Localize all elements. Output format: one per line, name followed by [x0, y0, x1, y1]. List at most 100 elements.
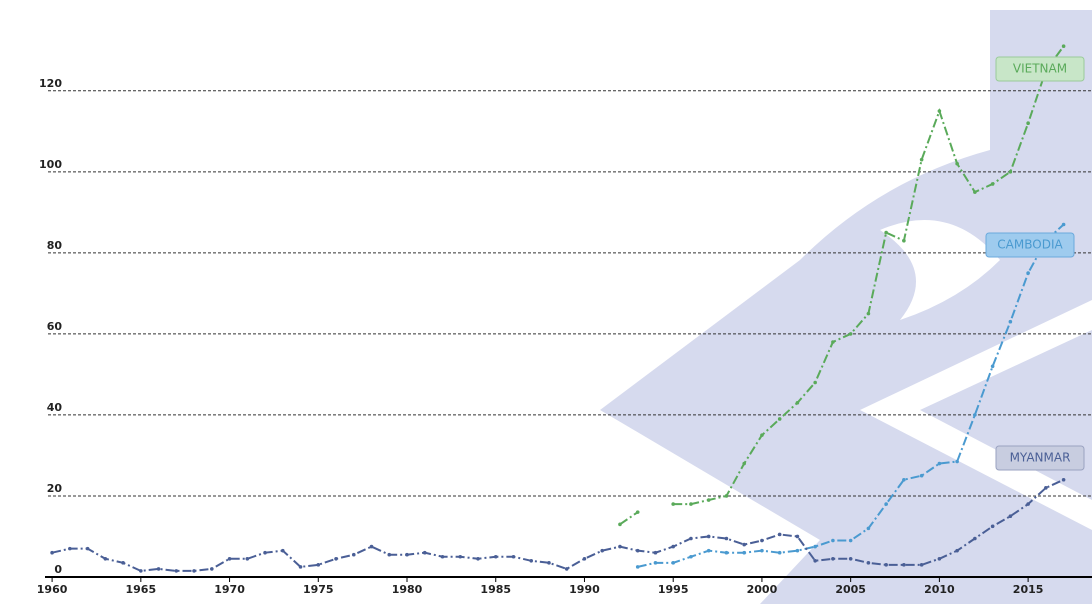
point: [884, 502, 888, 506]
x-tick-label: 1990: [569, 583, 600, 596]
point: [334, 556, 338, 561]
point: [139, 569, 143, 573]
point: [618, 544, 622, 549]
x-tick-label: 2005: [835, 583, 866, 596]
point: [192, 569, 196, 573]
series-label-box: [995, 445, 1085, 471]
point: [866, 311, 871, 316]
point: [1026, 121, 1030, 125]
series-label: CAMBODIA: [997, 238, 1063, 252]
point: [848, 332, 853, 336]
point: [937, 556, 942, 561]
point: [831, 340, 835, 344]
point: [990, 364, 995, 369]
watermark-cut: [880, 220, 1000, 320]
point: [440, 554, 445, 559]
point: [653, 550, 658, 555]
point: [103, 556, 108, 561]
series-label-box: [995, 56, 1085, 82]
series-label: MYANMAR: [1010, 451, 1071, 465]
y-tick-label: 0: [54, 563, 62, 576]
point: [990, 524, 995, 529]
point: [795, 534, 800, 539]
point: [902, 477, 906, 482]
point: [919, 563, 924, 567]
point: [653, 561, 658, 565]
point: [511, 554, 516, 559]
series-label-box: [985, 232, 1075, 258]
y-tick-label: 60: [47, 320, 63, 333]
x-tick-label: 1975: [303, 583, 334, 596]
series-label: VIETNAM: [1013, 62, 1067, 76]
point: [866, 561, 871, 565]
x-tick-label: 1960: [37, 583, 68, 596]
x-tick-label: 1965: [126, 583, 157, 596]
point: [1026, 271, 1030, 275]
point: [582, 556, 587, 561]
point: [706, 534, 711, 539]
point: [156, 567, 161, 571]
point: [813, 544, 817, 549]
point: [831, 538, 835, 543]
point: [813, 558, 817, 563]
point: [795, 400, 800, 405]
point: [689, 536, 693, 541]
point: [813, 380, 817, 385]
point: [298, 565, 303, 569]
point: [777, 550, 782, 555]
point: [1008, 514, 1013, 519]
point: [1026, 502, 1030, 506]
point: [529, 558, 534, 563]
point: [902, 238, 906, 243]
point: [848, 538, 853, 543]
point: [760, 433, 764, 437]
point: [795, 548, 800, 553]
point: [973, 536, 977, 541]
point: [1044, 486, 1048, 490]
point: [121, 561, 125, 565]
point: [280, 548, 285, 553]
point: [1008, 170, 1013, 174]
point: [955, 459, 959, 464]
point: [848, 556, 853, 561]
point: [618, 522, 622, 527]
point: [210, 567, 214, 571]
point: [742, 461, 746, 466]
point: [937, 109, 942, 113]
point: [564, 567, 569, 571]
point: [724, 494, 729, 498]
series-line: [51, 478, 1065, 572]
point: [777, 417, 782, 421]
point: [777, 532, 782, 537]
point: [174, 569, 179, 573]
point: [671, 561, 675, 565]
point: [405, 552, 409, 557]
point: [902, 563, 906, 567]
point: [866, 526, 871, 531]
point: [831, 556, 835, 561]
point: [263, 550, 267, 555]
y-tick-label: 100: [39, 158, 62, 171]
point: [724, 536, 729, 541]
point: [1061, 477, 1066, 482]
point: [1061, 222, 1066, 227]
point: [600, 548, 605, 553]
point: [245, 556, 250, 561]
point: [316, 563, 321, 567]
point: [689, 554, 693, 559]
y-tick-label: 40: [47, 401, 63, 414]
point: [919, 473, 924, 478]
point: [635, 510, 640, 514]
point: [919, 157, 924, 162]
point: [1061, 44, 1066, 49]
watermark-shape: [600, 10, 1092, 604]
point: [493, 554, 498, 559]
point: [742, 550, 746, 555]
x-tick-label: 1970: [214, 583, 245, 596]
point: [68, 546, 72, 551]
point: [671, 502, 675, 506]
point: [742, 542, 746, 547]
point: [990, 182, 995, 186]
point: [387, 552, 392, 557]
point: [50, 550, 54, 555]
